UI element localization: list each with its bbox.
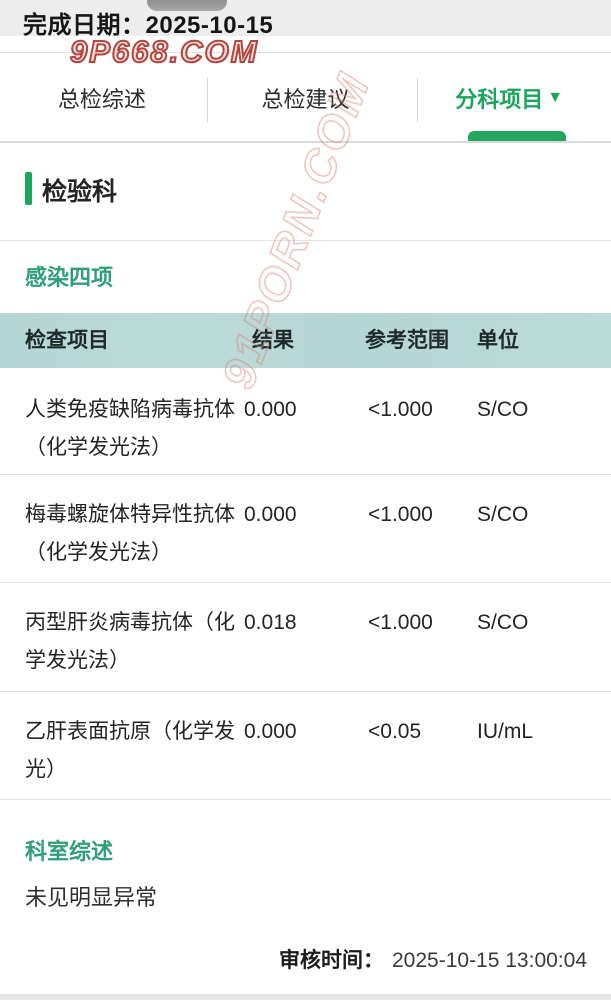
department-title: 检验科 — [42, 178, 118, 206]
divider — [0, 240, 611, 241]
table-row: 丙型肝炎病毒抗体（化学发光法） 0.018 <1.000 S/CO — [0, 583, 611, 692]
test-range: <0.05 — [368, 720, 422, 743]
test-range: <1.000 — [368, 398, 433, 421]
test-name: 人类免疫缺陷病毒抗体（化学发光法） — [25, 398, 235, 459]
tab-divider — [207, 78, 208, 122]
summary-text: 未见明显异常 — [25, 885, 158, 910]
test-name: 乙肝表面抗原（化学发光） — [25, 720, 235, 781]
audit-time-label: 审核时间： — [279, 949, 384, 972]
tab-label: 总检综述 — [57, 87, 146, 112]
table-row: 人类免疫缺陷病毒抗体（化学发光法） 0.000 <1.000 S/CO — [0, 370, 611, 475]
test-result: 0.000 — [244, 720, 297, 743]
chevron-down-icon: ▼ — [547, 89, 564, 106]
tab-divider — [417, 78, 418, 122]
audit-time-row: 审核时间： 2025-10-15 13:00:04 — [0, 944, 587, 974]
test-unit: S/CO — [477, 611, 529, 634]
divider — [0, 141, 611, 143]
test-unit: S/CO — [477, 398, 529, 421]
test-result: 0.000 — [244, 398, 297, 421]
test-name: 丙型肝炎病毒抗体（化学发光法） — [25, 611, 235, 672]
tab-bar: 总检综述 总检建议 分科项目 ▼ — [0, 70, 611, 126]
tab-label: 总检建议 — [261, 87, 350, 112]
completion-date-value: 2025-10-15 — [145, 12, 274, 39]
audit-time-value: 2025-10-15 13:00:04 — [392, 949, 587, 972]
tab-department-items[interactable]: 分科项目 ▼ — [407, 70, 611, 126]
completion-date-bar: 完成日期：2025-10-15 — [0, 0, 611, 39]
table-row: 乙肝表面抗原（化学发光） 0.000 <0.05 IU/mL — [0, 692, 611, 800]
active-tab-indicator — [468, 131, 566, 141]
test-result: 0.000 — [244, 503, 297, 526]
tab-overall-advice[interactable]: 总检建议 — [204, 70, 408, 126]
overlay-corner-artifact — [147, 0, 227, 11]
column-header-result: 结果 — [252, 329, 294, 352]
test-range: <1.000 — [368, 611, 433, 634]
tab-label: 分科项目 — [455, 87, 544, 112]
test-unit: IU/mL — [477, 720, 534, 743]
table-row: 梅毒螺旋体特异性抗体（化学发光法） 0.000 <1.000 S/CO — [0, 475, 611, 583]
column-header-item: 检查项目 — [25, 329, 109, 352]
divider — [0, 52, 611, 53]
test-result: 0.018 — [244, 611, 297, 634]
summary-title: 科室综述 — [25, 839, 114, 864]
completion-date-text: 完成日期：2025-10-15 — [23, 5, 273, 40]
test-range: <1.000 — [368, 503, 433, 526]
test-group-title: 感染四项 — [25, 265, 114, 290]
bottom-edge-strip — [0, 994, 611, 1000]
test-name: 梅毒螺旋体特异性抗体（化学发光法） — [25, 503, 235, 564]
test-unit: S/CO — [477, 503, 529, 526]
tab-overall-summary[interactable]: 总检综述 — [0, 70, 204, 126]
column-header-unit: 单位 — [477, 329, 519, 352]
completion-date-label: 完成日期： — [23, 12, 146, 39]
table-header-row: 检查项目 结果 参考范围 单位 — [0, 313, 611, 368]
column-header-range: 参考范围 — [365, 329, 449, 352]
section-accent-bar — [25, 172, 32, 205]
